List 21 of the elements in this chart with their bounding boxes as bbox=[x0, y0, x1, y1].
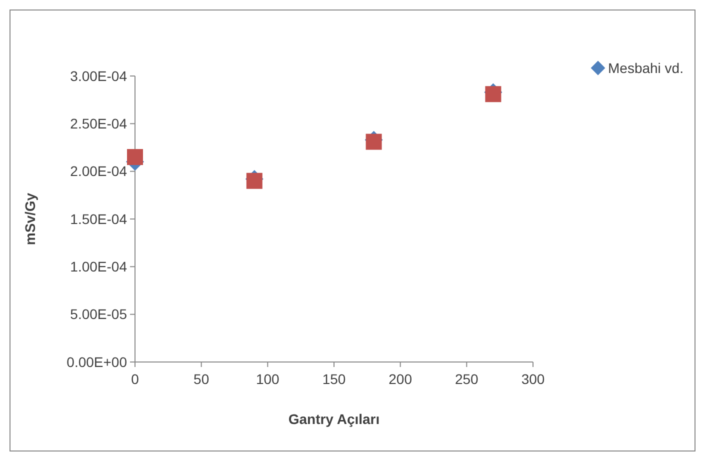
point bbox=[246, 172, 262, 189]
point bbox=[127, 149, 143, 166]
y-axis-title: mSv/Gy bbox=[22, 192, 38, 246]
y-tick-label: 1.50E-04 bbox=[70, 210, 128, 227]
y-tick-label: 3.00E-04 bbox=[70, 68, 128, 84]
legend-label: Mesbahi vd. bbox=[608, 60, 684, 76]
y-tick-label: 2.00E-04 bbox=[70, 163, 128, 180]
x-axis-title: Gantry Açıları bbox=[288, 411, 380, 427]
x-tick-label: 0 bbox=[131, 371, 140, 387]
x-tick-label: 200 bbox=[388, 371, 412, 387]
x-tick-label: 250 bbox=[454, 371, 479, 387]
x-tick-label: 50 bbox=[194, 371, 210, 387]
y-tick-label: 0.00E+00 bbox=[66, 354, 128, 370]
x-tick-label: 300 bbox=[521, 371, 545, 387]
point bbox=[485, 86, 502, 102]
y-tick-label: 2.50E-04 bbox=[70, 116, 128, 132]
x-tick-label: 100 bbox=[256, 371, 280, 387]
y-tick-label: 5.00E-05 bbox=[70, 306, 128, 322]
point bbox=[366, 134, 382, 150]
x-tick-label: 150 bbox=[322, 371, 346, 387]
y-tick-label: 1.00E-04 bbox=[70, 258, 128, 275]
